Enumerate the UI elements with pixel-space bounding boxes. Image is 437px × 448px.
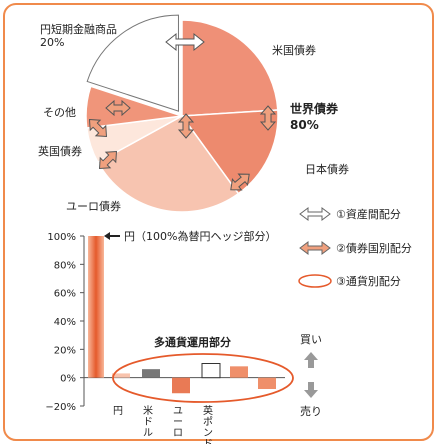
double-arrow-outline-icon (299, 207, 331, 221)
y-tick-label: 60% (54, 289, 76, 300)
bar-chart: 100%80%60%40%20%0%−20%円米ドルユーロ英ポンド (45, 232, 285, 448)
pie-group-label-line2: 80% (290, 118, 319, 132)
double-arrow-orange-icon (299, 241, 331, 255)
up-arrow-icon (304, 352, 318, 368)
country-arrow-icon-0 (259, 105, 277, 131)
bar-currency-2 (172, 377, 190, 394)
country-arrow-icon-3 (98, 150, 118, 170)
bar-currency-0 (112, 373, 130, 378)
down-arrow-icon (304, 382, 318, 398)
category-label-char: 米 (143, 404, 153, 417)
category-label-char: ー (173, 417, 183, 428)
pie-slice-0 (86, 14, 179, 112)
bar-currency-5 (258, 377, 276, 389)
category-label-char: ド (203, 439, 213, 444)
sell-label: 売り (300, 405, 322, 418)
category-label-char: ロ (173, 428, 183, 439)
annotation-arrowhead (104, 232, 110, 240)
legend-label-asset: ①資産間配分 (336, 208, 401, 221)
ellipse-icon (298, 274, 332, 288)
legend-item-asset-allocation: ①資産間配分 (299, 207, 401, 221)
y-tick-label: 80% (54, 260, 76, 271)
y-tick-label: 40% (54, 317, 76, 328)
pie-label-uk: 英国債券 (38, 144, 82, 158)
pie-slice-3 (96, 115, 240, 213)
bar-annotation: 円（100%為替円ヘッジ部分） (124, 229, 276, 243)
pie-label-us: 米国債券 (272, 43, 316, 57)
pie-slice-1 (181, 19, 279, 117)
pie-label-short-term: 円短期金融商品 (40, 22, 117, 36)
bar-currency-1 (142, 369, 160, 378)
category-label-char: ユ (173, 406, 183, 417)
legend-item-country-allocation: ②債券国別配分 (299, 241, 412, 255)
category-label-char: ポ (203, 416, 213, 428)
currency-allocation-ellipse (112, 353, 294, 403)
pie-label-short-term-line1: 円短期金融商品 (40, 22, 117, 36)
buy-label: 買い (300, 333, 322, 346)
pie-chart (85, 14, 279, 213)
pie-label-short-term-line2: 20% (40, 36, 64, 49)
y-tick-label: 100% (47, 232, 76, 243)
multi-currency-label: 多通貨運用部分 (154, 335, 231, 349)
pie-label-euro: ユーロ債券 (66, 199, 121, 213)
y-tick-label: 0% (60, 374, 76, 385)
pie-group-label-line1: 世界債券 (290, 101, 339, 116)
bar-main-yen (88, 236, 104, 378)
asset-allocation-arrow-icon (165, 32, 205, 52)
category-label-char: ル (143, 428, 153, 439)
bar-currency-4 (230, 366, 248, 378)
legend-item-currency-allocation: ③通貨別配分 (298, 274, 401, 288)
bar-currency-3 (201, 363, 221, 379)
pie-slice-2 (180, 109, 279, 195)
category-label-char: 英 (203, 404, 213, 417)
pie-label-other: その他 (43, 106, 76, 119)
svg-text:20%: 20% (40, 36, 64, 49)
y-tick-label: −20% (45, 402, 76, 413)
buy-sell-indicator: 買い 売り (300, 333, 322, 418)
category-label-char: ン (203, 428, 213, 439)
legend: ①資産間配分 ②債券国別配分 ③通貨別配分 (298, 207, 412, 288)
country-arrow-icon-1 (230, 173, 250, 191)
y-tick-label: 20% (54, 345, 76, 356)
country-arrow-icon-5 (177, 113, 195, 139)
pie-slice-5 (85, 85, 183, 129)
country-arrow-icon-2 (88, 118, 108, 138)
pie-label-japan: 日本債券 (305, 162, 349, 176)
category-label-char: ド (143, 417, 153, 428)
legend-label-currency: ③通貨別配分 (336, 274, 401, 288)
country-arrow-icon-4 (105, 99, 131, 117)
category-label-char: 円 (113, 406, 123, 417)
legend-label-country: ②債券国別配分 (336, 241, 412, 255)
